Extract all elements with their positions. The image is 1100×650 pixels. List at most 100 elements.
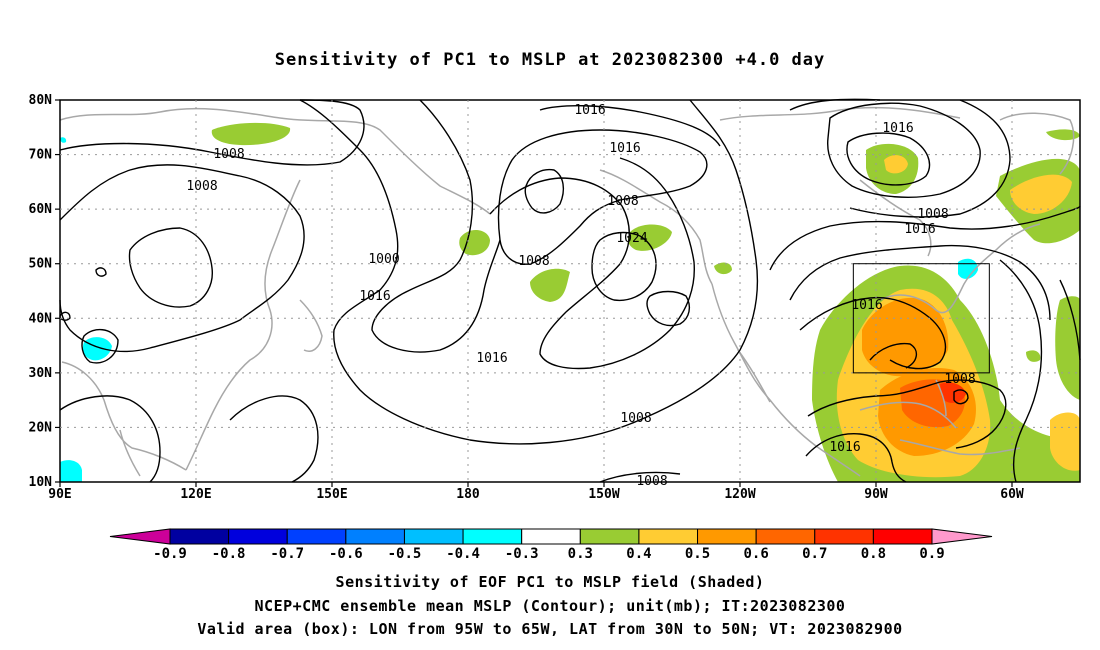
lat-tick-label: 70N: [29, 148, 53, 163]
contour-line: [805, 433, 907, 483]
contour-line: [769, 205, 1081, 271]
shade-cyan: [60, 460, 82, 482]
colorbar-swatch: [228, 528, 288, 545]
contour-line: [849, 99, 1011, 218]
contour-line: [59, 164, 305, 353]
lat-tick-label: 30N: [29, 366, 53, 381]
contour-line: [599, 471, 681, 483]
contour-line: [591, 231, 657, 302]
coast-china: [61, 361, 187, 471]
contour-line: [999, 259, 1043, 483]
contour-label: 1008: [213, 147, 244, 162]
colorbar-label: 0.7: [802, 546, 827, 562]
colorbar-label: -0.5: [388, 546, 422, 562]
coast-na-east: [879, 223, 1041, 314]
shade-red: [940, 382, 966, 403]
lon-tick-label: 150E: [316, 487, 347, 502]
colorbar-max-arrow: [931, 528, 993, 545]
contour-line: [869, 342, 917, 369]
lon-tick-label: 120W: [724, 487, 755, 502]
colorbar-label: 0.5: [685, 546, 710, 562]
shade-green: [628, 224, 672, 251]
coast-caribbean: [899, 439, 1021, 456]
contour-line: [646, 290, 691, 327]
colorbar-min-arrow: [109, 528, 171, 545]
shade-cyan: [82, 337, 112, 361]
contour-label: 1008: [917, 207, 948, 222]
contour-line: [95, 267, 107, 277]
contour-label: 1016: [851, 298, 882, 313]
contour-labels: 1016100810081016101610001008101610241008…: [186, 103, 975, 489]
colorbar: -0.9 -0.8 -0.7 -0.6 -0.5 -0.4 -0.3 0.3 0.4 0.5 0.6…: [109, 528, 993, 562]
valid-area-box: [852, 263, 990, 374]
contour-line: [539, 105, 721, 147]
contour-line: [827, 102, 981, 198]
shade-green: [530, 268, 570, 302]
contour-label: 1016: [904, 222, 935, 237]
contour-line: [846, 132, 931, 186]
colorbar-label: 0.3: [568, 546, 593, 562]
contour-line: [953, 389, 969, 405]
colorbar-label: -0.8: [212, 546, 246, 562]
colorbar-label: 0.4: [626, 546, 651, 562]
lon-tick-label: 150W: [588, 487, 619, 502]
colorbar-swatch: [403, 528, 464, 545]
shade-green: [714, 262, 732, 275]
colorbar-label: -0.7: [270, 546, 304, 562]
lon-tick-label: 90E: [48, 487, 71, 502]
contour-label: 1016: [359, 289, 390, 304]
lat-tick-label: 40N: [29, 311, 53, 326]
colorbar-label: -0.3: [505, 546, 539, 562]
coast-na-west: [711, 283, 861, 477]
contour-line: [489, 157, 695, 370]
shade-green: [1046, 129, 1080, 141]
colorbar-swatch: [814, 528, 874, 545]
map-title: Sensitivity of PC1 to MSLP at 2023082300…: [274, 50, 826, 70]
mslp-contours: [59, 98, 1081, 483]
lat-tick-label: 20N: [29, 420, 53, 435]
lat-tick-label: 80N: [29, 93, 53, 108]
contour-label: 1024: [616, 231, 647, 246]
contour-line: [128, 227, 213, 308]
coast-japan: [299, 299, 323, 352]
caption-line-3: Valid area (box): LON from 95W to 65W, L…: [197, 620, 903, 638]
lat-tick-label: 60N: [29, 202, 53, 217]
map-gridlines: [60, 100, 1080, 482]
lon-tick-labels: 90E 120E 150E 180 150W 120W 90W 60W: [48, 482, 1024, 502]
coast-baja: [737, 349, 771, 403]
contour-label: 1008: [636, 474, 667, 489]
shade-green: [1055, 296, 1080, 400]
coast-gulf: [859, 401, 957, 429]
coast-hudson: [859, 179, 932, 257]
shade-yellow: [1050, 412, 1080, 471]
shade-yellow: [884, 155, 908, 174]
contour-line: [371, 99, 501, 353]
contour-label: 1008: [186, 179, 217, 194]
coast-indochina: [119, 429, 141, 477]
map-frame: [59, 99, 1081, 483]
contour-label: 1016: [829, 440, 860, 455]
lon-tick-label: 180: [456, 487, 480, 502]
caption-line-1: Sensitivity of EOF PC1 to MSLP field (Sh…: [335, 573, 765, 591]
colorbar-swatch: [345, 528, 405, 545]
contour-label: 1016: [476, 351, 507, 366]
contour-label: 1008: [620, 411, 651, 426]
contour-line: [59, 311, 71, 321]
contour-line: [807, 379, 1007, 449]
colorbar-label: -0.4: [446, 546, 480, 562]
contour-line: [81, 329, 119, 364]
contour-line: [789, 244, 1051, 321]
contour-label: 1016: [574, 103, 605, 118]
lat-tick-labels: 80N 70N 60N 50N 40N 30N 20N 10N: [29, 93, 60, 490]
contour-line: [299, 99, 759, 445]
coast-asia-east: [185, 179, 301, 471]
caption-line-2: NCEP+CMC ensemble mean MSLP (Contour); u…: [254, 597, 846, 615]
contour-line: [229, 395, 319, 483]
colorbar-swatch: [286, 528, 347, 545]
shade-green: [211, 122, 291, 146]
shade-green: [1026, 350, 1041, 362]
shade-cyan: [60, 137, 67, 143]
colorbar-swatch: [169, 528, 230, 545]
colorbar-swatch: [521, 528, 581, 545]
